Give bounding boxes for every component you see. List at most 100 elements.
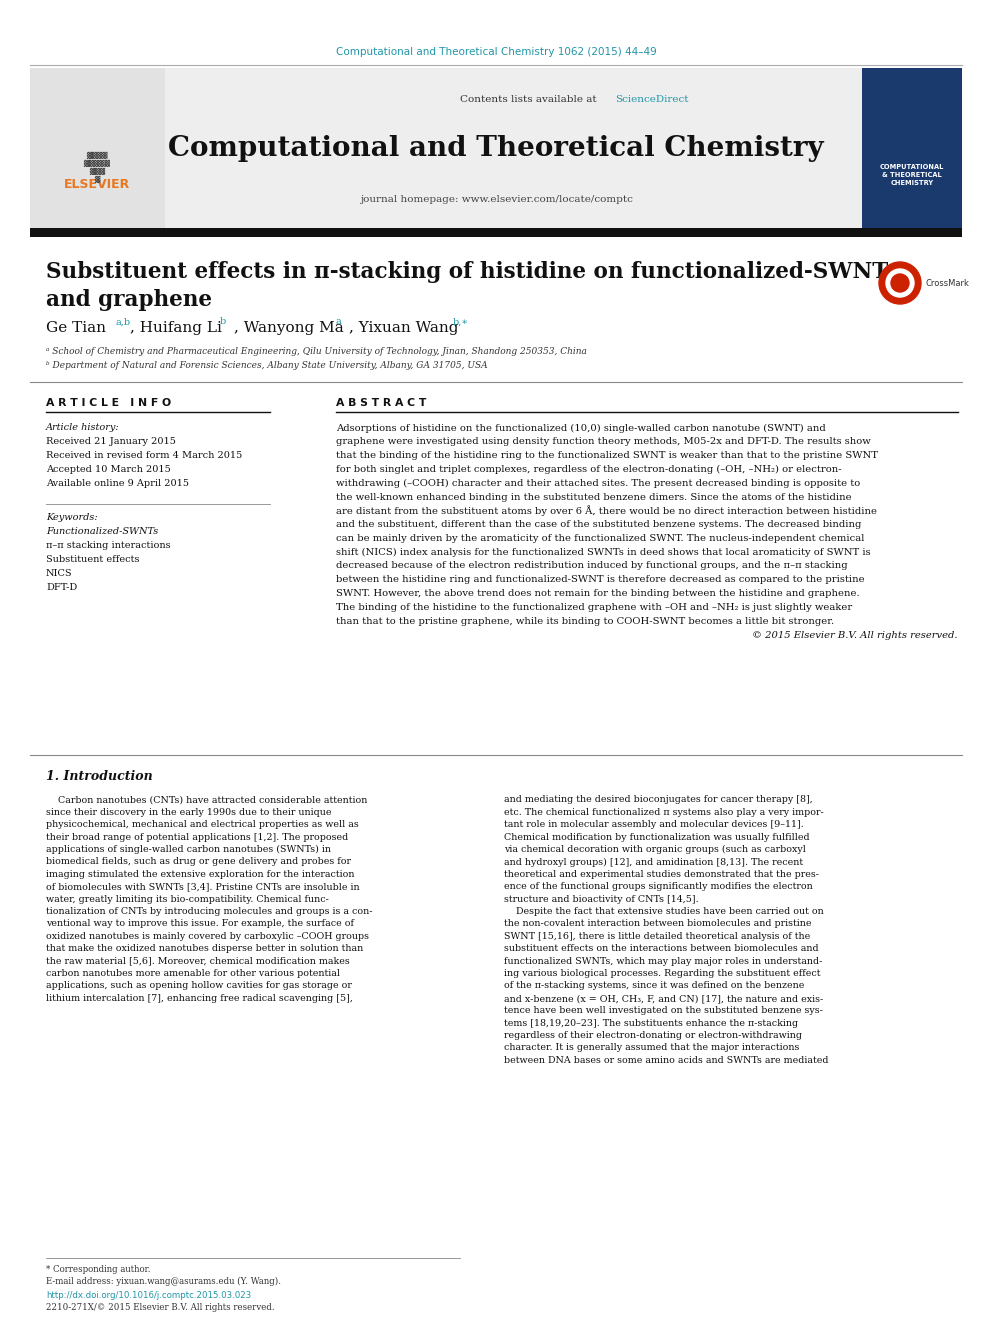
- Text: and x-benzene (x = OH, CH₃, F, and CN) [17], the nature and exis-: and x-benzene (x = OH, CH₃, F, and CN) […: [504, 994, 823, 1003]
- Text: graphene were investigated using density function theory methods, M05-2x and DFT: graphene were investigated using density…: [336, 438, 871, 446]
- Text: Keywords:: Keywords:: [46, 512, 97, 521]
- Text: Chemical modification by functionalization was usually fulfilled: Chemical modification by functionalizati…: [504, 832, 809, 841]
- Bar: [30, 67, 165, 230]
- Text: a: a: [335, 318, 340, 327]
- Text: ScienceDirect: ScienceDirect: [615, 95, 688, 105]
- Text: shift (NICS) index analysis for the functionalized SWNTs in deed shows that loca: shift (NICS) index analysis for the func…: [336, 548, 871, 557]
- Text: between DNA bases or some amino acids and SWNTs are mediated: between DNA bases or some amino acids an…: [504, 1056, 828, 1065]
- Text: applications of single-walled carbon nanotubes (SWNTs) in: applications of single-walled carbon nan…: [46, 845, 331, 855]
- Text: character. It is generally assumed that the major interactions: character. It is generally assumed that …: [504, 1044, 800, 1053]
- Text: that the binding of the histidine ring to the functionalized SWNT is weaker than: that the binding of the histidine ring t…: [336, 451, 878, 460]
- Text: , Yixuan Wang: , Yixuan Wang: [349, 321, 458, 335]
- Text: Substituent effects: Substituent effects: [46, 554, 140, 564]
- Text: SWNT. However, the above trend does not remain for the binding between the histi: SWNT. However, the above trend does not …: [336, 589, 860, 598]
- Text: and graphene: and graphene: [46, 288, 212, 311]
- Text: Computational and Theoretical Chemistry 1062 (2015) 44–49: Computational and Theoretical Chemistry …: [335, 48, 657, 57]
- Text: Article history:: Article history:: [46, 423, 120, 433]
- Text: Ge Tian: Ge Tian: [46, 321, 106, 335]
- Text: decreased because of the electron redistribution induced by functional groups, a: decreased because of the electron redist…: [336, 561, 847, 570]
- Text: ence of the functional groups significantly modifies the electron: ence of the functional groups significan…: [504, 882, 812, 892]
- Text: COMPUTATIONAL
& THEORETICAL
CHEMISTRY: COMPUTATIONAL & THEORETICAL CHEMISTRY: [880, 164, 944, 187]
- Text: ventional way to improve this issue. For example, the surface of: ventional way to improve this issue. For…: [46, 919, 354, 929]
- Text: Accepted 10 March 2015: Accepted 10 March 2015: [46, 466, 171, 475]
- Text: http://dx.doi.org/10.1016/j.comptc.2015.03.023: http://dx.doi.org/10.1016/j.comptc.2015.…: [46, 1290, 251, 1299]
- Text: ▓▓▓▓: ▓▓▓▓: [86, 151, 108, 159]
- Text: Received 21 January 2015: Received 21 January 2015: [46, 438, 176, 446]
- Text: π–π stacking interactions: π–π stacking interactions: [46, 541, 171, 549]
- Text: The binding of the histidine to the functionalized graphene with –OH and –NH₂ is: The binding of the histidine to the func…: [336, 603, 852, 613]
- Text: ᵇ Department of Natural and Forensic Sciences, Albany State University, Albany, : ᵇ Department of Natural and Forensic Sci…: [46, 361, 488, 370]
- Bar: [30, 228, 962, 237]
- Text: can be mainly driven by the aromaticity of the functionalized SWNT. The nucleus-: can be mainly driven by the aromaticity …: [336, 534, 864, 542]
- Text: Despite the fact that extensive studies have been carried out on: Despite the fact that extensive studies …: [504, 908, 823, 916]
- Text: than that to the pristine graphene, while its binding to COOH-SWNT becomes a lit: than that to the pristine graphene, whil…: [336, 617, 834, 626]
- Text: Adsorptions of histidine on the functionalized (10,0) single-walled carbon nanot: Adsorptions of histidine on the function…: [336, 423, 825, 433]
- Text: , Wanyong Ma: , Wanyong Ma: [234, 321, 344, 335]
- Text: the non-covalent interaction between biomolecules and pristine: the non-covalent interaction between bio…: [504, 919, 811, 929]
- Text: the well-known enhanced binding in the substituted benzene dimers. Since the ato: the well-known enhanced binding in the s…: [336, 492, 851, 501]
- Text: tence have been well investigated on the substituted benzene sys-: tence have been well investigated on the…: [504, 1007, 823, 1015]
- Text: tems [18,19,20–23]. The substituents enhance the π-stacking: tems [18,19,20–23]. The substituents enh…: [504, 1019, 799, 1028]
- Text: oxidized nanotubes is mainly covered by carboxylic –COOH groups: oxidized nanotubes is mainly covered by …: [46, 931, 369, 941]
- Text: * Corresponding author.: * Corresponding author.: [46, 1265, 151, 1274]
- Text: a,b: a,b: [116, 318, 131, 327]
- Text: , Huifang Li: , Huifang Li: [130, 321, 222, 335]
- Text: A R T I C L E   I N F O: A R T I C L E I N F O: [46, 398, 172, 407]
- Text: E-mail address: yixuan.wang@asurams.edu (Y. Wang).: E-mail address: yixuan.wang@asurams.edu …: [46, 1277, 281, 1286]
- Text: regardless of their electron-donating or electron-withdrawing: regardless of their electron-donating or…: [504, 1031, 802, 1040]
- Text: lithium intercalation [7], enhancing free radical scavenging [5],: lithium intercalation [7], enhancing fre…: [46, 994, 353, 1003]
- Text: Substituent effects in π-stacking of histidine on functionalized-SWNT: Substituent effects in π-stacking of his…: [46, 261, 888, 283]
- Text: ▓▓▓▓▓: ▓▓▓▓▓: [83, 160, 110, 167]
- Text: etc. The chemical functionalized π systems also play a very impor-: etc. The chemical functionalized π syste…: [504, 808, 823, 816]
- Text: b: b: [220, 318, 226, 327]
- Text: © 2015 Elsevier B.V. All rights reserved.: © 2015 Elsevier B.V. All rights reserved…: [753, 631, 958, 639]
- Text: substituent effects on the interactions between biomolecules and: substituent effects on the interactions …: [504, 945, 818, 954]
- Text: Available online 9 April 2015: Available online 9 April 2015: [46, 479, 189, 488]
- Text: of biomolecules with SWNTs [3,4]. Pristine CNTs are insoluble in: of biomolecules with SWNTs [3,4]. Pristi…: [46, 882, 360, 892]
- Text: applications, such as opening hollow cavities for gas storage or: applications, such as opening hollow cav…: [46, 982, 352, 991]
- Text: water, greatly limiting its bio-compatibility. Chemical func-: water, greatly limiting its bio-compatib…: [46, 894, 329, 904]
- Text: functionalized SWNTs, which may play major roles in understand-: functionalized SWNTs, which may play maj…: [504, 957, 822, 966]
- Text: Computational and Theoretical Chemistry: Computational and Theoretical Chemistry: [169, 135, 823, 161]
- Text: imaging stimulated the extensive exploration for the interaction: imaging stimulated the extensive explora…: [46, 871, 354, 878]
- Text: tant role in molecular assembly and molecular devices [9–11].: tant role in molecular assembly and mole…: [504, 820, 804, 830]
- Text: biomedical fields, such as drug or gene delivery and probes for: biomedical fields, such as drug or gene …: [46, 857, 351, 867]
- Text: withdrawing (–COOH) character and their attached sites. The present decreased bi: withdrawing (–COOH) character and their …: [336, 479, 860, 488]
- Text: ᵃ School of Chemistry and Pharmaceutical Engineering, Qilu University of Technol: ᵃ School of Chemistry and Pharmaceutical…: [46, 348, 587, 356]
- Text: Functionalized-SWNTs: Functionalized-SWNTs: [46, 527, 159, 536]
- Text: their broad range of potential applications [1,2]. The proposed: their broad range of potential applicati…: [46, 832, 348, 841]
- Text: since their discovery in the early 1990s due to their unique: since their discovery in the early 1990s…: [46, 808, 331, 816]
- Text: of the π-stacking systems, since it was defined on the benzene: of the π-stacking systems, since it was …: [504, 982, 805, 991]
- Circle shape: [886, 269, 914, 296]
- Text: Contents lists available at: Contents lists available at: [460, 95, 600, 105]
- Text: ▓: ▓: [94, 176, 99, 183]
- Text: theoretical and experimental studies demonstrated that the pres-: theoretical and experimental studies dem…: [504, 871, 819, 878]
- Text: are distant from the substituent atoms by over 6 Å, there would be no direct int: are distant from the substituent atoms b…: [336, 505, 877, 516]
- Text: between the histidine ring and functionalized-SWNT is therefore decreased as com: between the histidine ring and functiona…: [336, 576, 865, 585]
- Text: tionalization of CNTs by introducing molecules and groups is a con-: tionalization of CNTs by introducing mol…: [46, 908, 373, 916]
- Text: the raw material [5,6]. Moreover, chemical modification makes: the raw material [5,6]. Moreover, chemic…: [46, 957, 350, 966]
- Text: via chemical decoration with organic groups (such as carboxyl: via chemical decoration with organic gro…: [504, 845, 806, 855]
- Text: structure and bioactivity of CNTs [14,5].: structure and bioactivity of CNTs [14,5]…: [504, 894, 698, 904]
- Text: ELSEVIER: ELSEVIER: [63, 179, 130, 192]
- Text: physicochemical, mechanical and electrical properties as well as: physicochemical, mechanical and electric…: [46, 820, 359, 830]
- Text: ing various biological processes. Regarding the substituent effect: ing various biological processes. Regard…: [504, 970, 820, 978]
- Circle shape: [891, 274, 909, 292]
- Bar: [30, 67, 962, 230]
- Text: journal homepage: www.elsevier.com/locate/comptc: journal homepage: www.elsevier.com/locat…: [359, 196, 633, 205]
- Text: SWNT [15,16], there is little detailed theoretical analysis of the: SWNT [15,16], there is little detailed t…: [504, 931, 810, 941]
- Text: and mediating the desired bioconjugates for cancer therapy [8],: and mediating the desired bioconjugates …: [504, 795, 812, 804]
- Text: b,∗: b,∗: [453, 318, 469, 327]
- Text: 2210-271X/© 2015 Elsevier B.V. All rights reserved.: 2210-271X/© 2015 Elsevier B.V. All right…: [46, 1303, 275, 1312]
- Circle shape: [879, 262, 921, 304]
- Text: Received in revised form 4 March 2015: Received in revised form 4 March 2015: [46, 451, 242, 460]
- Text: that make the oxidized nanotubes disperse better in solution than: that make the oxidized nanotubes dispers…: [46, 945, 363, 954]
- Text: 1. Introduction: 1. Introduction: [46, 770, 153, 782]
- Text: carbon nanotubes more amenable for other various potential: carbon nanotubes more amenable for other…: [46, 970, 340, 978]
- Text: for both singlet and triplet complexes, regardless of the electron-donating (–OH: for both singlet and triplet complexes, …: [336, 464, 841, 474]
- Text: Carbon nanotubes (CNTs) have attracted considerable attention: Carbon nanotubes (CNTs) have attracted c…: [46, 795, 367, 804]
- Text: A B S T R A C T: A B S T R A C T: [336, 398, 427, 407]
- Text: NICS: NICS: [46, 569, 72, 578]
- Text: DFT-D: DFT-D: [46, 582, 77, 591]
- Text: CrossMark: CrossMark: [925, 279, 969, 287]
